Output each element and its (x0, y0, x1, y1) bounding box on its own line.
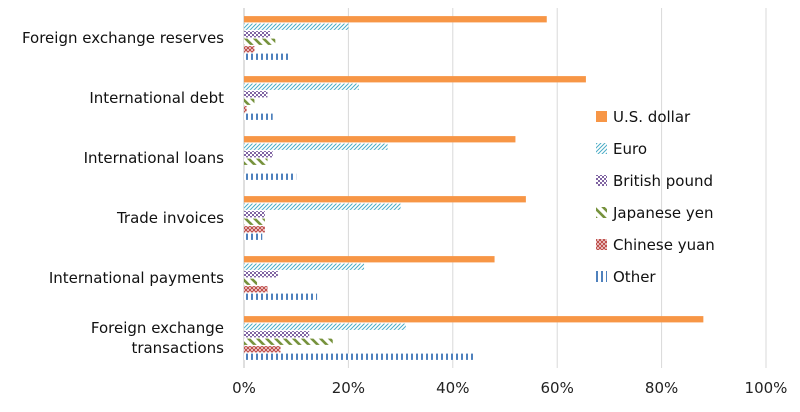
legend-swatch (596, 175, 607, 186)
legend-swatch (596, 207, 607, 218)
bar-other (244, 233, 263, 240)
bar-euro (244, 203, 401, 210)
category-label: International debt (89, 89, 224, 107)
x-tick-label: 0% (232, 379, 256, 397)
bar-japanese-yen (244, 158, 268, 165)
bar-japanese-yen (244, 338, 333, 345)
bar-british-pound (244, 271, 278, 278)
bar-british-pound (244, 211, 265, 218)
bars (244, 16, 704, 360)
bar-u-s-dollar (244, 196, 526, 203)
legend: U.S. dollar Euro British pound Japanese yen… (596, 108, 715, 286)
bar-u-s-dollar (244, 16, 547, 23)
bar-other (244, 53, 289, 60)
bar-other (244, 293, 318, 300)
bar-japanese-yen (244, 98, 255, 105)
bar-british-pound (244, 331, 310, 338)
legend-swatch (596, 271, 607, 282)
bar-chinese-yuan (244, 106, 247, 113)
bar-u-s-dollar (244, 76, 586, 83)
gridlines (243, 8, 767, 368)
bar-british-pound (244, 31, 271, 38)
category-label: Foreign exchange (91, 319, 224, 337)
x-axis-tick-labels: 0% 20% 40% 60% 80% 100% (232, 379, 787, 397)
bar-euro (244, 263, 365, 270)
bar-other (244, 113, 273, 120)
category-labels: Foreign exchange reserves International d… (22, 29, 224, 357)
bar-british-pound (244, 91, 268, 98)
x-tick-label: 80% (645, 379, 678, 397)
bar-u-s-dollar (244, 136, 516, 143)
bar-u-s-dollar (244, 256, 495, 263)
category-label: transactions (131, 339, 224, 357)
category-label: International loans (84, 149, 225, 167)
x-tick-label: 100% (745, 379, 788, 397)
bar-japanese-yen (244, 278, 258, 285)
legend-label: Other (613, 268, 656, 286)
legend-swatch (596, 143, 607, 154)
category-label: Foreign exchange reserves (22, 29, 224, 47)
bar-euro (244, 83, 359, 90)
bar-chinese-yuan (244, 346, 281, 353)
category-label: Trade invoices (116, 209, 224, 227)
bar-japanese-yen (244, 218, 265, 225)
x-tick-label: 40% (436, 379, 469, 397)
x-tick-label: 20% (332, 379, 365, 397)
bar-other (244, 173, 297, 180)
legend-label: Chinese yuan (613, 236, 715, 254)
bar-euro (244, 23, 349, 30)
x-tick-label: 60% (541, 379, 574, 397)
bar-chinese-yuan (244, 46, 255, 53)
legend-label: Euro (613, 140, 647, 158)
bar-british-pound (244, 151, 273, 158)
legend-swatch (596, 111, 607, 122)
category-label: International payments (49, 269, 224, 287)
bar-other (244, 353, 474, 360)
bar-euro (244, 143, 388, 150)
legend-label: U.S. dollar (613, 108, 691, 126)
legend-swatch (596, 239, 607, 250)
bar-chinese-yuan (244, 286, 268, 293)
bar-u-s-dollar (244, 316, 704, 323)
bar-japanese-yen (244, 38, 276, 45)
bar-euro (244, 323, 406, 330)
legend-label: British pound (613, 172, 713, 190)
bar-chinese-yuan (244, 226, 265, 233)
legend-label: Japanese yen (612, 204, 714, 222)
